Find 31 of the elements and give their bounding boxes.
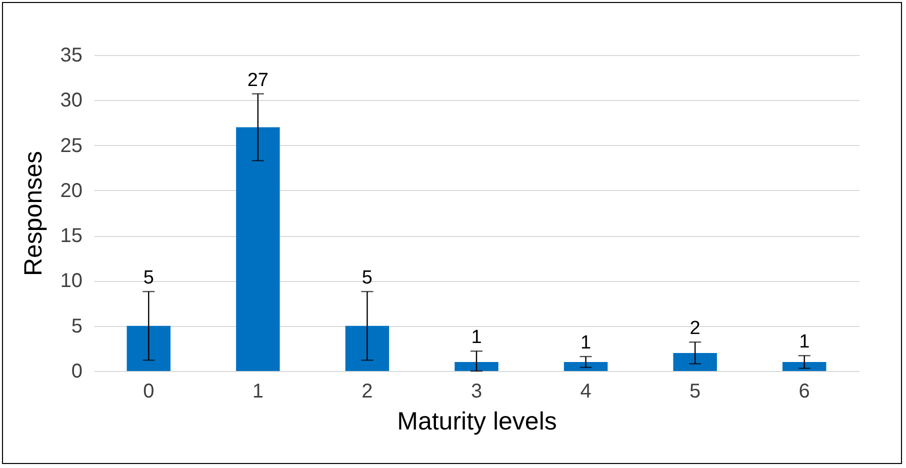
y-tick-label: 35 [60, 44, 82, 66]
data-label: 1 [799, 332, 810, 353]
bar [345, 326, 390, 371]
y-tick-label: 5 [71, 315, 82, 338]
y-tick-label: 10 [60, 270, 82, 292]
bar [782, 362, 826, 371]
bar [564, 362, 608, 371]
x-tick-label: 0 [143, 380, 154, 402]
x-tick-label: 2 [362, 380, 373, 402]
y-tick-label: 30 [60, 90, 82, 112]
data-label: 1 [471, 327, 482, 348]
y-tick-label: 20 [60, 180, 82, 202]
data-label: 27 [247, 70, 268, 91]
y-axis-title: Responses [19, 150, 48, 276]
bar [236, 127, 280, 371]
x-tick-label: 6 [798, 380, 810, 402]
x-tick-label: 4 [580, 380, 592, 402]
data-label: 1 [580, 332, 592, 354]
bar [454, 362, 498, 371]
data-label: 2 [690, 318, 700, 340]
bar [126, 326, 170, 371]
y-tick-label: 15 [60, 225, 82, 248]
data-label: 5 [362, 268, 373, 289]
y-tick-label: 25 [60, 134, 82, 157]
x-tick-label: 1 [252, 380, 264, 402]
y-tick-label: 0 [71, 360, 82, 382]
x-tick-label: 3 [470, 380, 482, 402]
data-label: 5 [143, 268, 154, 289]
bar [673, 352, 717, 371]
x-axis-title: Maturity levels [397, 408, 557, 436]
x-tick-label: 5 [690, 380, 701, 402]
